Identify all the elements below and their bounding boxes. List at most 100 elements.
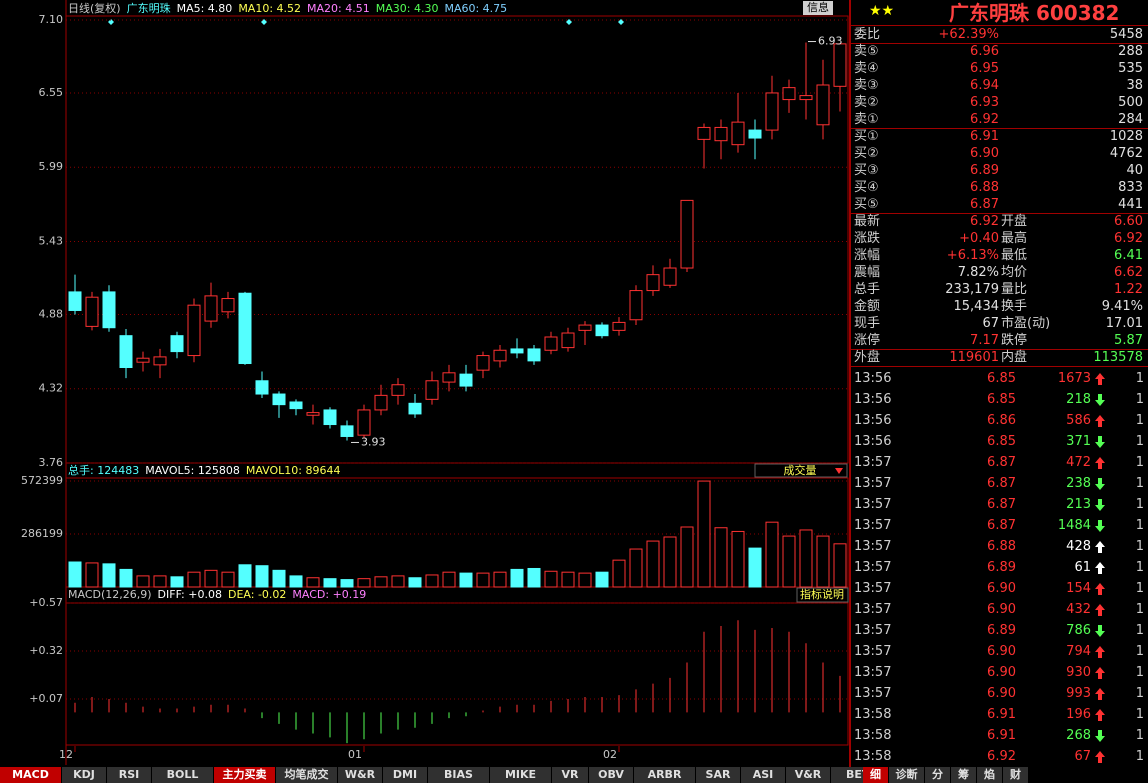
quote-value: 441 <box>1118 197 1143 212</box>
candle-body <box>646 274 660 292</box>
quote-value: 5458 <box>1109 27 1143 42</box>
trade-arrow <box>1095 373 1105 385</box>
tab[interactable]: VR <box>552 767 589 783</box>
side-tab[interactable]: 分 <box>925 767 951 783</box>
quote-value: +62.39% <box>938 27 999 42</box>
volume-bar <box>442 571 456 588</box>
quote-value: 6.62 <box>1114 265 1143 280</box>
info-button[interactable] <box>803 1 833 15</box>
arrow <box>1095 415 1105 427</box>
candle-body <box>374 394 388 411</box>
tab[interactable]: BIAS <box>428 767 490 783</box>
volume-bar <box>170 576 184 588</box>
quote-value: 4762 <box>1109 146 1143 161</box>
trade-volume: 371 <box>1066 434 1091 449</box>
trade-arrow <box>1095 604 1105 616</box>
side-tab[interactable]: 焰 <box>977 767 1003 783</box>
tab[interactable]: V&R <box>786 767 831 783</box>
y-tick-label: 286199 <box>21 527 63 540</box>
quote-label: 开盘 <box>1001 214 1028 229</box>
arrow <box>1095 394 1105 406</box>
tab[interactable]: MIKE <box>490 767 552 783</box>
quote-label: 买② <box>854 146 879 161</box>
volume-selector[interactable] <box>754 463 848 478</box>
help-button[interactable] <box>796 587 849 603</box>
volume-bar <box>408 577 422 588</box>
y-tick-label: 5.43 <box>39 235 64 248</box>
trade-volume: 586 <box>1066 413 1091 428</box>
quote-value: 233,179 <box>945 282 999 297</box>
volume-bar <box>289 575 303 588</box>
tab[interactable]: W&R <box>338 767 383 783</box>
candle-body <box>612 321 626 331</box>
tab[interactable]: DMI <box>383 767 428 783</box>
y-tick-label: 572399 <box>21 474 63 487</box>
quote-label: 委比 <box>854 27 881 42</box>
trade-volume: 154 <box>1066 581 1091 596</box>
divider <box>851 213 1148 214</box>
volume-bar <box>391 575 405 588</box>
volume-bar <box>68 561 82 588</box>
trade-price: 6.87 <box>987 476 1016 491</box>
candle-body <box>170 335 184 353</box>
tab[interactable]: RSI <box>107 767 152 783</box>
trade-arrow <box>1095 520 1105 532</box>
trade-price: 6.85 <box>987 434 1016 449</box>
tab[interactable]: MACD <box>0 767 62 783</box>
tab[interactable]: BOLL <box>152 767 214 783</box>
volume-bar <box>357 578 371 588</box>
quote-label: 金额 <box>854 299 881 314</box>
tab[interactable]: 主力买卖 <box>214 767 276 783</box>
candle-body <box>578 324 592 331</box>
side-tab[interactable]: 细 <box>863 767 889 783</box>
trade-arrow <box>1095 646 1105 658</box>
marker <box>108 19 114 25</box>
volume-bar <box>748 547 762 588</box>
tab[interactable]: ARBR <box>634 767 696 783</box>
quote-label: 买④ <box>854 180 879 195</box>
quote-value: 6.90 <box>970 146 999 161</box>
tab[interactable]: ASI <box>741 767 786 783</box>
tab[interactable]: 均笔成交 <box>276 767 338 783</box>
trade-price: 6.90 <box>987 686 1016 701</box>
volume-bar <box>323 578 337 588</box>
volume-title: MAVOL10: 89644 <box>246 464 341 477</box>
kline-chart: 日线(复权) 广东明珠 MA5: 4.80 MA10: 4.52 MA20: 4.51 M… <box>0 0 850 767</box>
quote-value: 9.41% <box>1101 299 1143 314</box>
tab[interactable]: SAR <box>696 767 741 783</box>
candle-body <box>561 332 575 349</box>
volume-bar <box>85 562 99 588</box>
arrow <box>1095 499 1105 511</box>
quote-label: 卖① <box>854 112 879 127</box>
side-tab[interactable]: 诊断 <box>889 767 925 783</box>
candle-body <box>136 357 150 363</box>
candle-body <box>833 43 847 87</box>
trade-price: 6.88 <box>987 539 1016 554</box>
candle-body <box>765 92 779 131</box>
trade-volume: 1484 <box>1057 518 1091 533</box>
candle-body <box>102 291 116 329</box>
tab[interactable]: OBV <box>589 767 634 783</box>
trade-price: 6.87 <box>987 518 1016 533</box>
quote-value: +6.13% <box>946 248 999 263</box>
trade-price: 6.85 <box>987 392 1016 407</box>
divider <box>851 366 1148 367</box>
trade-count: 1 <box>1135 413 1144 428</box>
side-tab[interactable]: 筹 <box>951 767 977 783</box>
quote-value: 6.88 <box>970 180 999 195</box>
candle-body <box>629 290 643 321</box>
trade-time: 13:56 <box>854 434 892 449</box>
trade-arrow <box>1095 583 1105 595</box>
side-tab[interactable]: 财 <box>1003 767 1029 783</box>
quote-label: 换手 <box>1001 299 1028 314</box>
trade-volume: 786 <box>1066 623 1091 638</box>
volume-bar <box>510 568 524 588</box>
candle-body <box>68 291 82 311</box>
arrow <box>1095 730 1105 742</box>
trade-arrow <box>1095 499 1105 511</box>
candle-body <box>442 372 456 383</box>
tab[interactable]: KDJ <box>62 767 107 783</box>
background <box>0 0 850 767</box>
quote-value: 38 <box>1126 78 1143 93</box>
trade-count: 1 <box>1135 539 1144 554</box>
